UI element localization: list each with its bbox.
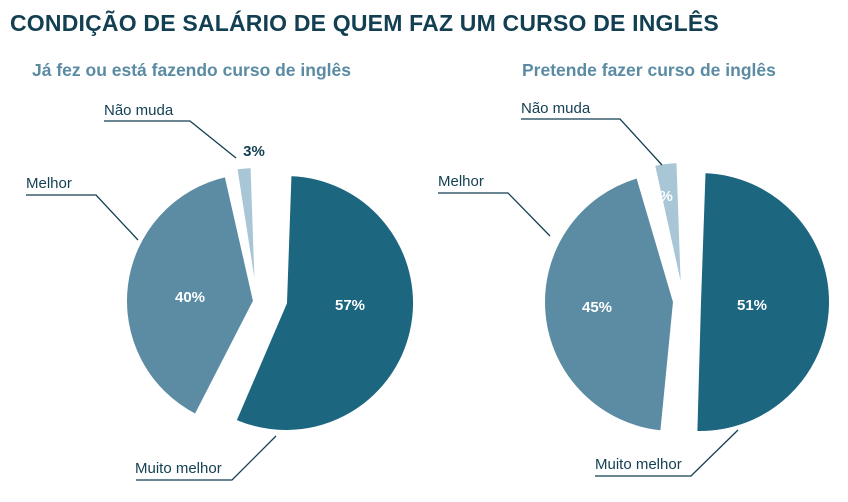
- pie-1-slice-muito-melhor: [695, 171, 831, 433]
- chart-title: CONDIÇÃO DE SALÁRIO DE QUEM FAZ UM CURSO…: [10, 10, 719, 36]
- pie-0-value-label-melhor: 40%: [175, 289, 205, 306]
- pie-1-value-label-nao-muda: 4%: [651, 188, 673, 205]
- pie-0-slice-melhor: [125, 174, 256, 417]
- pie-0-value-label-muito-melhor: 57%: [335, 297, 365, 314]
- pie-0-slice-nao-muda: [235, 166, 257, 296]
- pie-1-category-label-muito-melhor: Muito melhor: [595, 456, 682, 473]
- pie-0-leader-line-muito-melhor: [136, 435, 277, 481]
- pie-1-leader-line-muito-melhor: [595, 429, 739, 477]
- pie-1-slice-melhor: [543, 176, 676, 433]
- pie-1-value-label-muito-melhor: 51%: [737, 297, 767, 314]
- pie-1-value-label-melhor: 45%: [582, 299, 612, 316]
- pie-1-leader-line-nao-muda: [521, 118, 663, 166]
- pie-0-category-label-muito-melhor: Muito melhor: [135, 460, 222, 477]
- pie-0-category-label-melhor: Melhor: [26, 175, 72, 192]
- pie-0-category-label-nao-muda: Não muda: [104, 102, 174, 119]
- pie-left-subtitle: Já fez ou está fazendo curso de inglês: [32, 60, 351, 80]
- pie-1-slice-nao-muda: [652, 161, 683, 293]
- pie-0-value-label-nao-muda: 3%: [243, 143, 265, 160]
- pie-0-leader-line-nao-muda: [104, 120, 237, 159]
- pie-1-category-label-nao-muda: Não muda: [521, 100, 591, 117]
- pie-right-subtitle: Pretende fazer curso de inglês: [522, 60, 776, 80]
- pie-0-leader-line-melhor: [26, 194, 139, 241]
- pie-1-leader-line-melhor: [438, 192, 551, 237]
- pie-0-slice-muito-melhor: [234, 174, 416, 432]
- pie-1-category-label-melhor: Melhor: [438, 173, 484, 190]
